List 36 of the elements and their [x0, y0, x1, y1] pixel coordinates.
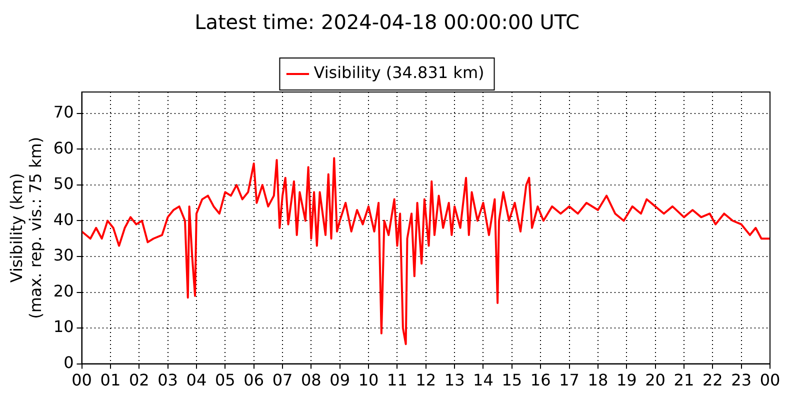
x-tick-label: 12 [416, 370, 436, 390]
x-tick-label: 13 [444, 370, 465, 390]
y-tick-label: 70 [53, 102, 74, 122]
x-tick-label: 00 [760, 370, 780, 390]
y-tick-label: 10 [53, 317, 74, 336]
x-tick-label: 11 [387, 370, 408, 390]
x-tick-label: 10 [358, 370, 379, 390]
x-tick-label: 21 [674, 370, 694, 390]
x-tick-label: 23 [731, 370, 752, 390]
x-tick-label: 14 [473, 370, 494, 390]
y-axis-title: Visibility (km) (max. rep. vis.: 75 km) [6, 136, 45, 319]
x-tick-label: 22 [702, 370, 723, 390]
x-tick-label: 17 [559, 370, 580, 390]
y-tick-label: 0 [64, 352, 74, 372]
x-tick-label: 00 [72, 370, 92, 390]
x-tick-label: 03 [158, 370, 178, 390]
x-tick-label: 01 [100, 370, 121, 390]
x-tick-label: 18 [588, 370, 608, 390]
y-tick-label: 60 [53, 138, 74, 158]
x-tick-label: 15 [502, 370, 522, 390]
y-tick-label: 20 [53, 281, 74, 300]
legend-label: Visibility (34.831 km) [314, 63, 484, 82]
x-tick-label: 09 [330, 370, 350, 390]
x-tick-label: 06 [244, 370, 264, 390]
chart-title: Latest time: 2024-04-18 00:00:00 UTC [194, 10, 580, 34]
x-tick-label: 19 [616, 370, 637, 390]
x-tick-label: 20 [645, 370, 666, 390]
x-tick-label: 08 [300, 370, 322, 390]
y-tick-label: 50 [53, 174, 74, 194]
y-tick-label: 30 [53, 246, 74, 265]
x-tick-label: 02 [128, 370, 150, 390]
x-tick-label: 04 [186, 370, 207, 390]
x-tick-label: 07 [272, 370, 293, 390]
y-tick-label: 40 [53, 210, 74, 229]
x-tick-label: 05 [214, 370, 236, 390]
x-tick-label: 16 [530, 370, 551, 390]
